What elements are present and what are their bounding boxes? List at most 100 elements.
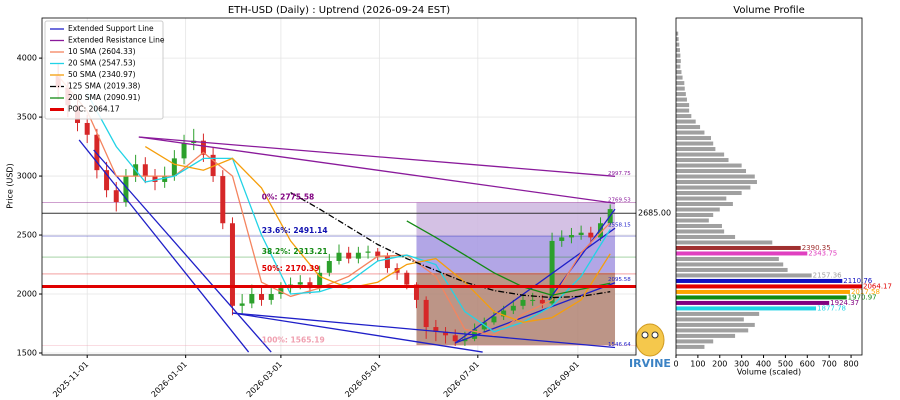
price-label: 1924.37 [830,299,859,307]
x-tick-label: 800 [843,360,858,369]
logo: IRVINE [629,323,671,370]
plot-frame [675,17,863,356]
candle-body [578,232,584,236]
volume-bar [676,48,680,53]
candle-body [123,176,129,203]
x-tick-label: 600 [800,360,815,369]
plot-area [42,18,636,355]
fib-label: 23.6%: 2491.14 [262,226,328,235]
volume-bar [676,174,755,179]
volume-bar [676,185,751,190]
volume-bar [676,136,712,141]
legend-label: 10 SMA (2604.33) [68,47,136,56]
trend-line [232,312,616,349]
sma-line [144,146,611,323]
volume-bar [676,202,733,207]
volume-bar [676,130,705,135]
legend-label: Extended Resistance Line [68,36,165,45]
x-tick-label: 400 [756,360,771,369]
candle-body [297,282,303,285]
volume-bar [676,284,862,289]
volume-bar [676,256,779,261]
volume-bar [676,245,801,250]
x-tick-label: 0 [673,360,678,369]
trend-line [138,136,616,204]
x-axis-label: Volume (scaled) [737,368,801,377]
candle-body [336,252,342,261]
candle-body [443,331,449,336]
volume-bar [676,191,742,196]
y-tick-label: 2000 [17,290,37,299]
candle-body [346,252,352,259]
candle-body [259,294,265,300]
trend-line [78,139,250,353]
fib-label: 50%: 2170.39 [262,264,320,273]
candle-body [210,154,216,177]
price-label: 2343.75 [808,249,837,257]
volume-bar [676,64,681,69]
volume-bar [676,158,729,163]
legend-label: POC: 2064.17 [68,105,120,114]
y-tick-label: 3000 [17,172,37,181]
candle-body [530,299,536,301]
candle-body [384,256,390,269]
candle-body [462,338,468,342]
volume-bar [676,207,720,212]
y-tick-label: 4000 [17,54,37,63]
candle-body [181,143,187,159]
volume-bar [676,31,679,36]
y-tick-label: 1500 [17,348,37,357]
candle-body [559,237,565,241]
volume-bar [676,70,682,75]
candle-body [568,235,574,238]
line-end-label: 2769.53 [608,198,631,204]
legend-label: Extended Support Line [68,24,154,33]
candle-body [104,170,110,191]
candle-body [375,251,381,257]
candle-body [588,232,594,238]
volume-bar [676,180,757,185]
logo-eye [641,331,649,339]
volume-bar [676,86,685,91]
volume-bar [676,163,742,168]
volume-bar [676,229,725,234]
volume-bar [676,92,686,97]
volume-bar [676,75,683,80]
candle-body [365,251,371,253]
candle-body [171,158,177,177]
volume-bar [676,339,714,344]
volume-bar [676,97,687,102]
legend-label: 20 SMA (2547.53) [68,59,136,68]
zone [416,202,616,237]
volume-bar [676,108,690,113]
volume-bar [676,311,760,316]
price-line-label: 2685.00 [638,209,671,218]
legend-label: 50 SMA (2340.97) [68,70,136,79]
volume-bar [676,37,679,42]
candle-body [413,284,419,300]
volume-bar [676,152,725,157]
volume-bar [676,218,709,223]
volume-bar [676,125,701,130]
volume-bar [676,119,696,124]
candle-body [152,176,158,182]
fib-label: 0%: 2775.58 [262,193,315,202]
candle-body [491,316,497,323]
volume-bar [676,295,847,300]
candle-body [597,223,603,238]
volume-bar [676,114,692,119]
candle-body [423,299,429,328]
candle-body [433,327,439,332]
legend-label: 125 SMA (2019.38) [68,82,140,91]
candle-body [520,299,526,306]
volume-bar [676,53,681,58]
legend-box [44,20,164,120]
volume-bar [676,251,808,256]
candle-body [452,335,458,342]
price-label: 2390.35 [802,244,831,252]
volume-bar [676,300,830,305]
candle-body [113,190,119,203]
volume-bar [676,42,680,47]
logo-text: IRVINE [629,357,671,370]
